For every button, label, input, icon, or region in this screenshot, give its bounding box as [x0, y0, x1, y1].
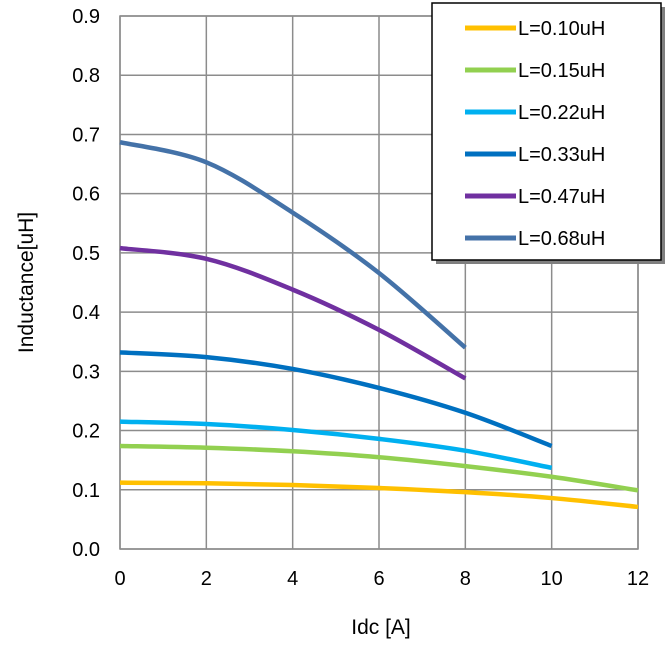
x-tick-label: 6 — [373, 568, 384, 590]
series-line-l-0-33uh — [119, 350, 553, 449]
y-tick-label: 0.9 — [72, 6, 100, 28]
y-tick-label: 0.7 — [72, 124, 100, 146]
series-line-l-0-15uh — [119, 443, 639, 493]
x-tick-label: 8 — [460, 568, 471, 590]
y-tick-label: 0.0 — [72, 539, 100, 561]
axes: 0.0 0.1 0.2 0.3 0.4 0.5 0.6 0.7 0.8 0.9 0 2 4 6 8 10 12 I… — [15, 6, 649, 639]
y-tick-label: 0.6 — [72, 184, 100, 206]
y-tick-label: 0.2 — [72, 421, 100, 443]
series-lines — [119, 139, 639, 510]
series-line-l-0-10uh — [119, 480, 639, 510]
legend-label: L=0.33uH — [518, 144, 605, 166]
y-tick-label: 0.4 — [72, 302, 100, 324]
legend-label: L=0.15uH — [518, 60, 605, 82]
y-tick-label: 0.1 — [72, 480, 100, 502]
x-tick-label: 2 — [201, 568, 212, 590]
y-tick-label: 0.5 — [72, 243, 100, 265]
y-axis-label: Inductance[uH] — [15, 212, 38, 353]
y-tick-label: 0.8 — [72, 65, 100, 87]
y-tick-label: 0.3 — [72, 361, 100, 383]
legend-label: L=0.68uH — [518, 228, 605, 250]
plot-frame — [119, 15, 639, 550]
x-tick-label: 10 — [541, 568, 563, 590]
legend-box — [431, 2, 662, 261]
x-axis-label: Idc [A] — [351, 616, 411, 639]
series-line-l-0-47uh — [119, 245, 467, 381]
legend: L=0.10uH L=0.15uH L=0.22uH L=0.33uH L=0.47uH… — [431, 2, 665, 264]
x-tick-label: 4 — [287, 568, 298, 590]
legend-label: L=0.47uH — [518, 186, 605, 208]
x-tick-label: 0 — [114, 568, 125, 590]
series-line-l-0-22uh — [119, 419, 553, 471]
x-tick-label: 12 — [627, 568, 649, 590]
series-line-l-0-68uh — [119, 139, 467, 350]
legend-label: L=0.22uH — [518, 102, 605, 124]
legend-label: L=0.10uH — [518, 18, 605, 40]
